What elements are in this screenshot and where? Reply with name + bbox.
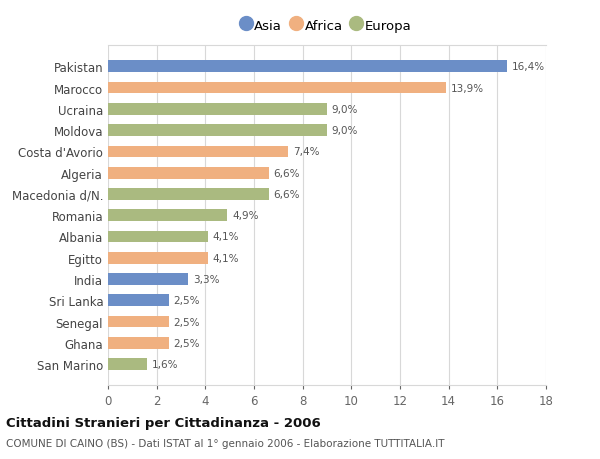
Text: 7,4%: 7,4%: [293, 147, 319, 157]
Bar: [108, 146, 288, 158]
Text: 2,5%: 2,5%: [174, 317, 200, 327]
Bar: [108, 316, 169, 328]
Text: COMUNE DI CAINO (BS) - Dati ISTAT al 1° gennaio 2006 - Elaborazione TUTTITALIA.I: COMUNE DI CAINO (BS) - Dati ISTAT al 1° …: [6, 438, 445, 448]
Bar: [108, 274, 188, 285]
Text: 3,3%: 3,3%: [193, 274, 220, 285]
Text: 4,1%: 4,1%: [212, 232, 239, 242]
Bar: [108, 252, 208, 264]
Bar: [108, 62, 507, 73]
Text: 13,9%: 13,9%: [451, 84, 484, 93]
Bar: [108, 231, 208, 243]
Bar: [108, 125, 327, 137]
Text: 2,5%: 2,5%: [174, 296, 200, 306]
Legend: Asia, Africa, Europa: Asia, Africa, Europa: [238, 15, 416, 36]
Text: 16,4%: 16,4%: [512, 62, 545, 72]
Bar: [108, 337, 169, 349]
Text: 2,5%: 2,5%: [174, 338, 200, 348]
Text: 6,6%: 6,6%: [274, 190, 300, 200]
Bar: [108, 83, 446, 94]
Bar: [108, 295, 169, 307]
Bar: [108, 210, 227, 222]
Bar: [108, 104, 327, 116]
Text: 6,6%: 6,6%: [274, 168, 300, 178]
Text: 1,6%: 1,6%: [152, 359, 178, 369]
Text: 4,1%: 4,1%: [212, 253, 239, 263]
Text: 9,0%: 9,0%: [332, 105, 358, 115]
Bar: [108, 168, 269, 179]
Text: 9,0%: 9,0%: [332, 126, 358, 136]
Bar: [108, 189, 269, 200]
Bar: [108, 358, 147, 370]
Text: Cittadini Stranieri per Cittadinanza - 2006: Cittadini Stranieri per Cittadinanza - 2…: [6, 416, 321, 429]
Text: 4,9%: 4,9%: [232, 211, 259, 221]
